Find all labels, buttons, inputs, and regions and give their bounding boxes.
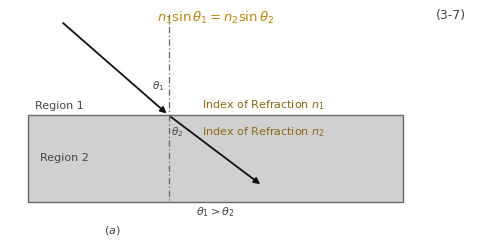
Text: Region 1: Region 1 [35,101,84,111]
Text: $\theta_1 > \theta_2$: $\theta_1 > \theta_2$ [196,205,235,219]
Text: $\theta_2$: $\theta_2$ [171,125,183,139]
Text: Index of Refraction $n_2$: Index of Refraction $n_2$ [202,125,324,139]
Text: $n_1 \sin\theta_1 = n_2 \sin\theta_2$: $n_1 \sin\theta_1 = n_2 \sin\theta_2$ [157,9,274,25]
Text: $\theta_1$: $\theta_1$ [152,79,164,93]
Text: $(a)$: $(a)$ [104,224,121,237]
Bar [28,115,403,202]
Text: Region 2: Region 2 [40,153,89,163]
Text: Index of Refraction $n_1$: Index of Refraction $n_1$ [202,98,324,112]
Text: (3-7): (3-7) [436,9,466,23]
